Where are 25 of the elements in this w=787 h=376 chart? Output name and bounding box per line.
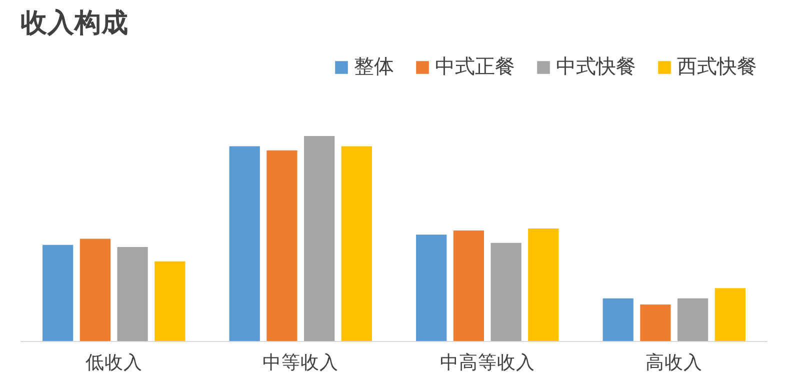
bar xyxy=(341,146,372,342)
legend-label: 西式快餐 xyxy=(677,53,757,80)
x-tick-label: 高收入 xyxy=(646,352,703,374)
x-tick-label: 低收入 xyxy=(85,352,142,374)
x-tick-label: 中等收入 xyxy=(262,352,339,374)
bar xyxy=(229,146,260,342)
chart-title: 收入构成 xyxy=(20,8,128,38)
bar xyxy=(266,150,298,342)
bar xyxy=(602,298,634,342)
bar xyxy=(490,242,522,342)
legend-label: 中式快餐 xyxy=(556,53,636,80)
legend-label: 中式正餐 xyxy=(435,53,515,80)
x-tick-label: 中高等收入 xyxy=(440,352,535,374)
bar xyxy=(453,230,484,342)
bar xyxy=(154,261,186,342)
bar xyxy=(677,298,708,342)
bar xyxy=(528,228,559,342)
bar xyxy=(304,136,335,342)
bar xyxy=(42,244,74,342)
bar xyxy=(714,288,746,342)
bar xyxy=(80,238,111,342)
legend-label: 整体 xyxy=(354,53,394,80)
bar xyxy=(416,234,447,342)
bar xyxy=(640,304,671,342)
bar xyxy=(117,246,148,342)
